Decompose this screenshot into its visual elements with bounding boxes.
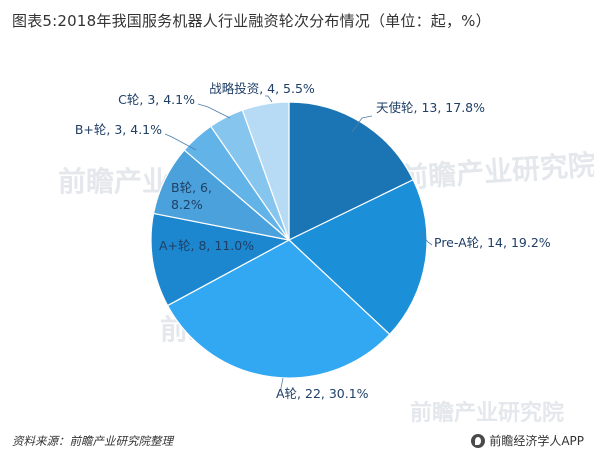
slice-label: A轮, 22, 30.1% [276, 386, 369, 401]
leader-line [265, 95, 273, 103]
pie-slice [288, 101, 414, 241]
slice-label: 8.2% [171, 197, 203, 212]
leader-line [197, 103, 231, 119]
source-note: 资料来源：前瞻产业研究院整理 [12, 434, 173, 448]
slice-label: C轮, 3, 4.1% [118, 92, 195, 107]
qianzhan-logo-icon [471, 433, 486, 448]
chart-title: 图表5:2018年我国服务机器人行业融资轮次分布情况（单位：起，%） [12, 12, 491, 30]
slice-label: 天使轮, 13, 17.8% [376, 100, 485, 115]
slice-label: B轮, 6, [171, 180, 212, 195]
slice-label: Pre-A轮, 14, 19.2% [434, 235, 551, 250]
pie-slice [150, 212, 291, 307]
pie-slice [241, 101, 290, 241]
leader-line [419, 232, 433, 246]
leader-line [351, 115, 373, 133]
leader-line [280, 377, 284, 392]
brand-name: 前瞻经济学人APP [489, 434, 584, 448]
pie-slice [287, 178, 428, 336]
slice-label: B+轮, 3, 4.1% [75, 122, 162, 137]
pie-slice [166, 239, 391, 379]
slice-label: 战略投资, 4, 5.5% [209, 81, 315, 96]
slice-label: A+轮, 8, 11.0% [159, 238, 254, 253]
leader-line [164, 133, 197, 151]
footer-brand: 前瞻经济学人APP [471, 432, 584, 449]
